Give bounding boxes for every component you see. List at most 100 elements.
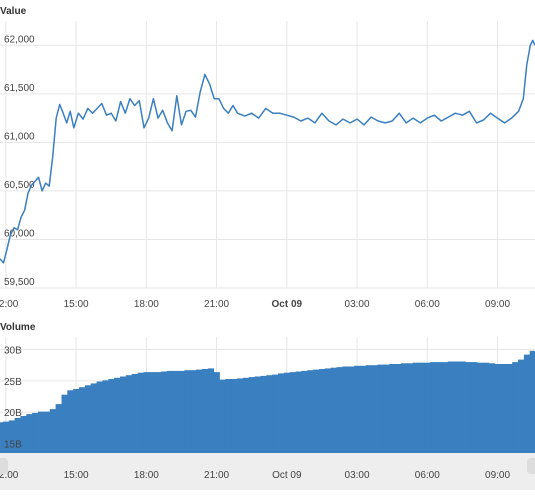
volume-bar [155, 372, 162, 453]
volume-bar [307, 370, 314, 453]
volume-bar [108, 379, 115, 453]
value-x-tick-label: 09:00 [485, 299, 510, 310]
value-y-tick-label: 61,500 [4, 83, 35, 94]
volume-bar [213, 372, 220, 453]
volume-bar [278, 373, 285, 453]
volume-bar [453, 361, 460, 453]
navigator-left-handle[interactable] [0, 458, 8, 474]
volume-x-tick-label: 18:00 [134, 470, 159, 481]
volume-x-tick-label: Oct 09 [272, 470, 302, 481]
volume-bar [412, 362, 419, 453]
volume-bar [301, 370, 308, 453]
volume-bar [125, 375, 133, 453]
volume-bar [102, 380, 109, 453]
volume-y-tick-label: 15B [4, 440, 22, 451]
volume-bar [360, 365, 367, 453]
volume-bar [319, 369, 326, 453]
volume-x-ticks: 12:00 15:00 18:00 21:00 Oct 09 03:00 06:00 09:0… [0, 470, 510, 481]
volume-y-tick-label: 30B [4, 346, 22, 357]
volume-bar [201, 369, 209, 453]
value-axis-label: Value [0, 6, 27, 17]
volume-bar [231, 379, 238, 453]
value-y-ticks: 59,500 60,000 60,500 61,000 61,500 62,000 [4, 34, 35, 288]
value-series-line [0, 39, 535, 264]
value-x-tick-label: 21:00 [204, 299, 229, 310]
value-gridlines [0, 21, 535, 289]
volume-bar [477, 362, 484, 453]
volume-bar [254, 376, 261, 453]
value-x-tick-label: 18:00 [134, 299, 159, 310]
volume-bar [242, 377, 250, 453]
volume-x-tick-label: 06:00 [415, 470, 440, 481]
volume-bar [237, 378, 244, 453]
volume-bar [406, 363, 414, 453]
volume-bar [96, 381, 103, 453]
volume-bar [371, 365, 378, 453]
volume-bar [324, 368, 332, 453]
volume-bar [114, 377, 121, 453]
volume-bar [190, 370, 197, 453]
volume-bar [336, 367, 343, 453]
volume-bar [500, 364, 507, 453]
volume-y-ticks: 15B 20B 25B 30B [4, 346, 22, 451]
volume-panel: Volume 15B 20B 25B 30B 12:00 15:00 18:00 21:00… [0, 322, 535, 490]
volume-bar [55, 404, 62, 453]
value-y-tick-label: 60,000 [4, 228, 35, 239]
value-series [0, 39, 535, 264]
volume-bar [143, 372, 150, 453]
value-x-tick-label: 03:00 [345, 299, 370, 310]
volume-bar [289, 372, 296, 453]
volume-bar [67, 390, 74, 453]
volume-bar [459, 361, 466, 453]
volume-bar [225, 379, 232, 453]
volume-bar [330, 367, 337, 453]
volume-x-tick-label: 03:00 [345, 470, 370, 481]
volume-bar [20, 416, 27, 453]
volume-bar [61, 394, 68, 453]
volume-bar [79, 387, 86, 453]
volume-bar [365, 365, 373, 453]
volume-bar [38, 411, 45, 453]
value-y-tick-label: 61,000 [4, 131, 35, 142]
volume-bar [131, 374, 138, 453]
volume-bar [430, 362, 437, 453]
volume-bar [0, 422, 4, 453]
value-x-tick-label: 15:00 [64, 299, 89, 310]
volume-bar [14, 417, 21, 453]
volume-x-tick-label: 12:00 [0, 470, 19, 481]
volume-bar [488, 363, 496, 453]
volume-bar [383, 364, 390, 453]
value-y-tick-label: 60,500 [4, 180, 35, 191]
volume-bar [248, 377, 256, 453]
volume-bar [266, 375, 273, 453]
volume-bar [196, 369, 203, 453]
volume-bar [90, 383, 97, 453]
volume-bar [529, 350, 535, 453]
value-panel: Value 59,500 60,000 60,500 61,000 61,500 62,0… [0, 6, 535, 310]
volume-bar [441, 362, 449, 453]
volume-bar [120, 376, 127, 453]
value-y-tick-label: 59,500 [4, 277, 35, 288]
value-y-tick-label: 62,000 [4, 34, 35, 45]
volume-bar [283, 372, 291, 453]
value-x-ticks: 12:00 15:00 18:00 21:00 Oct 09 03:00 06:00 09:0… [0, 299, 510, 310]
volume-bar [348, 366, 355, 453]
navigator-right-handle[interactable] [527, 458, 535, 474]
volume-bar [523, 354, 531, 453]
volume-bar [73, 389, 80, 453]
volume-bar [377, 364, 384, 453]
navigator-band[interactable] [0, 453, 535, 490]
volume-bar [389, 364, 396, 453]
volume-bar [49, 409, 57, 453]
volume-bar [207, 368, 215, 453]
volume-bar [506, 364, 513, 453]
volume-bar [137, 372, 144, 453]
volume-bar [84, 385, 92, 453]
volume-bar [43, 411, 51, 453]
volume-bar [518, 359, 525, 453]
volume-bar [8, 420, 16, 453]
volume-bar [184, 370, 191, 453]
value-x-tick-label: 06:00 [415, 299, 440, 310]
